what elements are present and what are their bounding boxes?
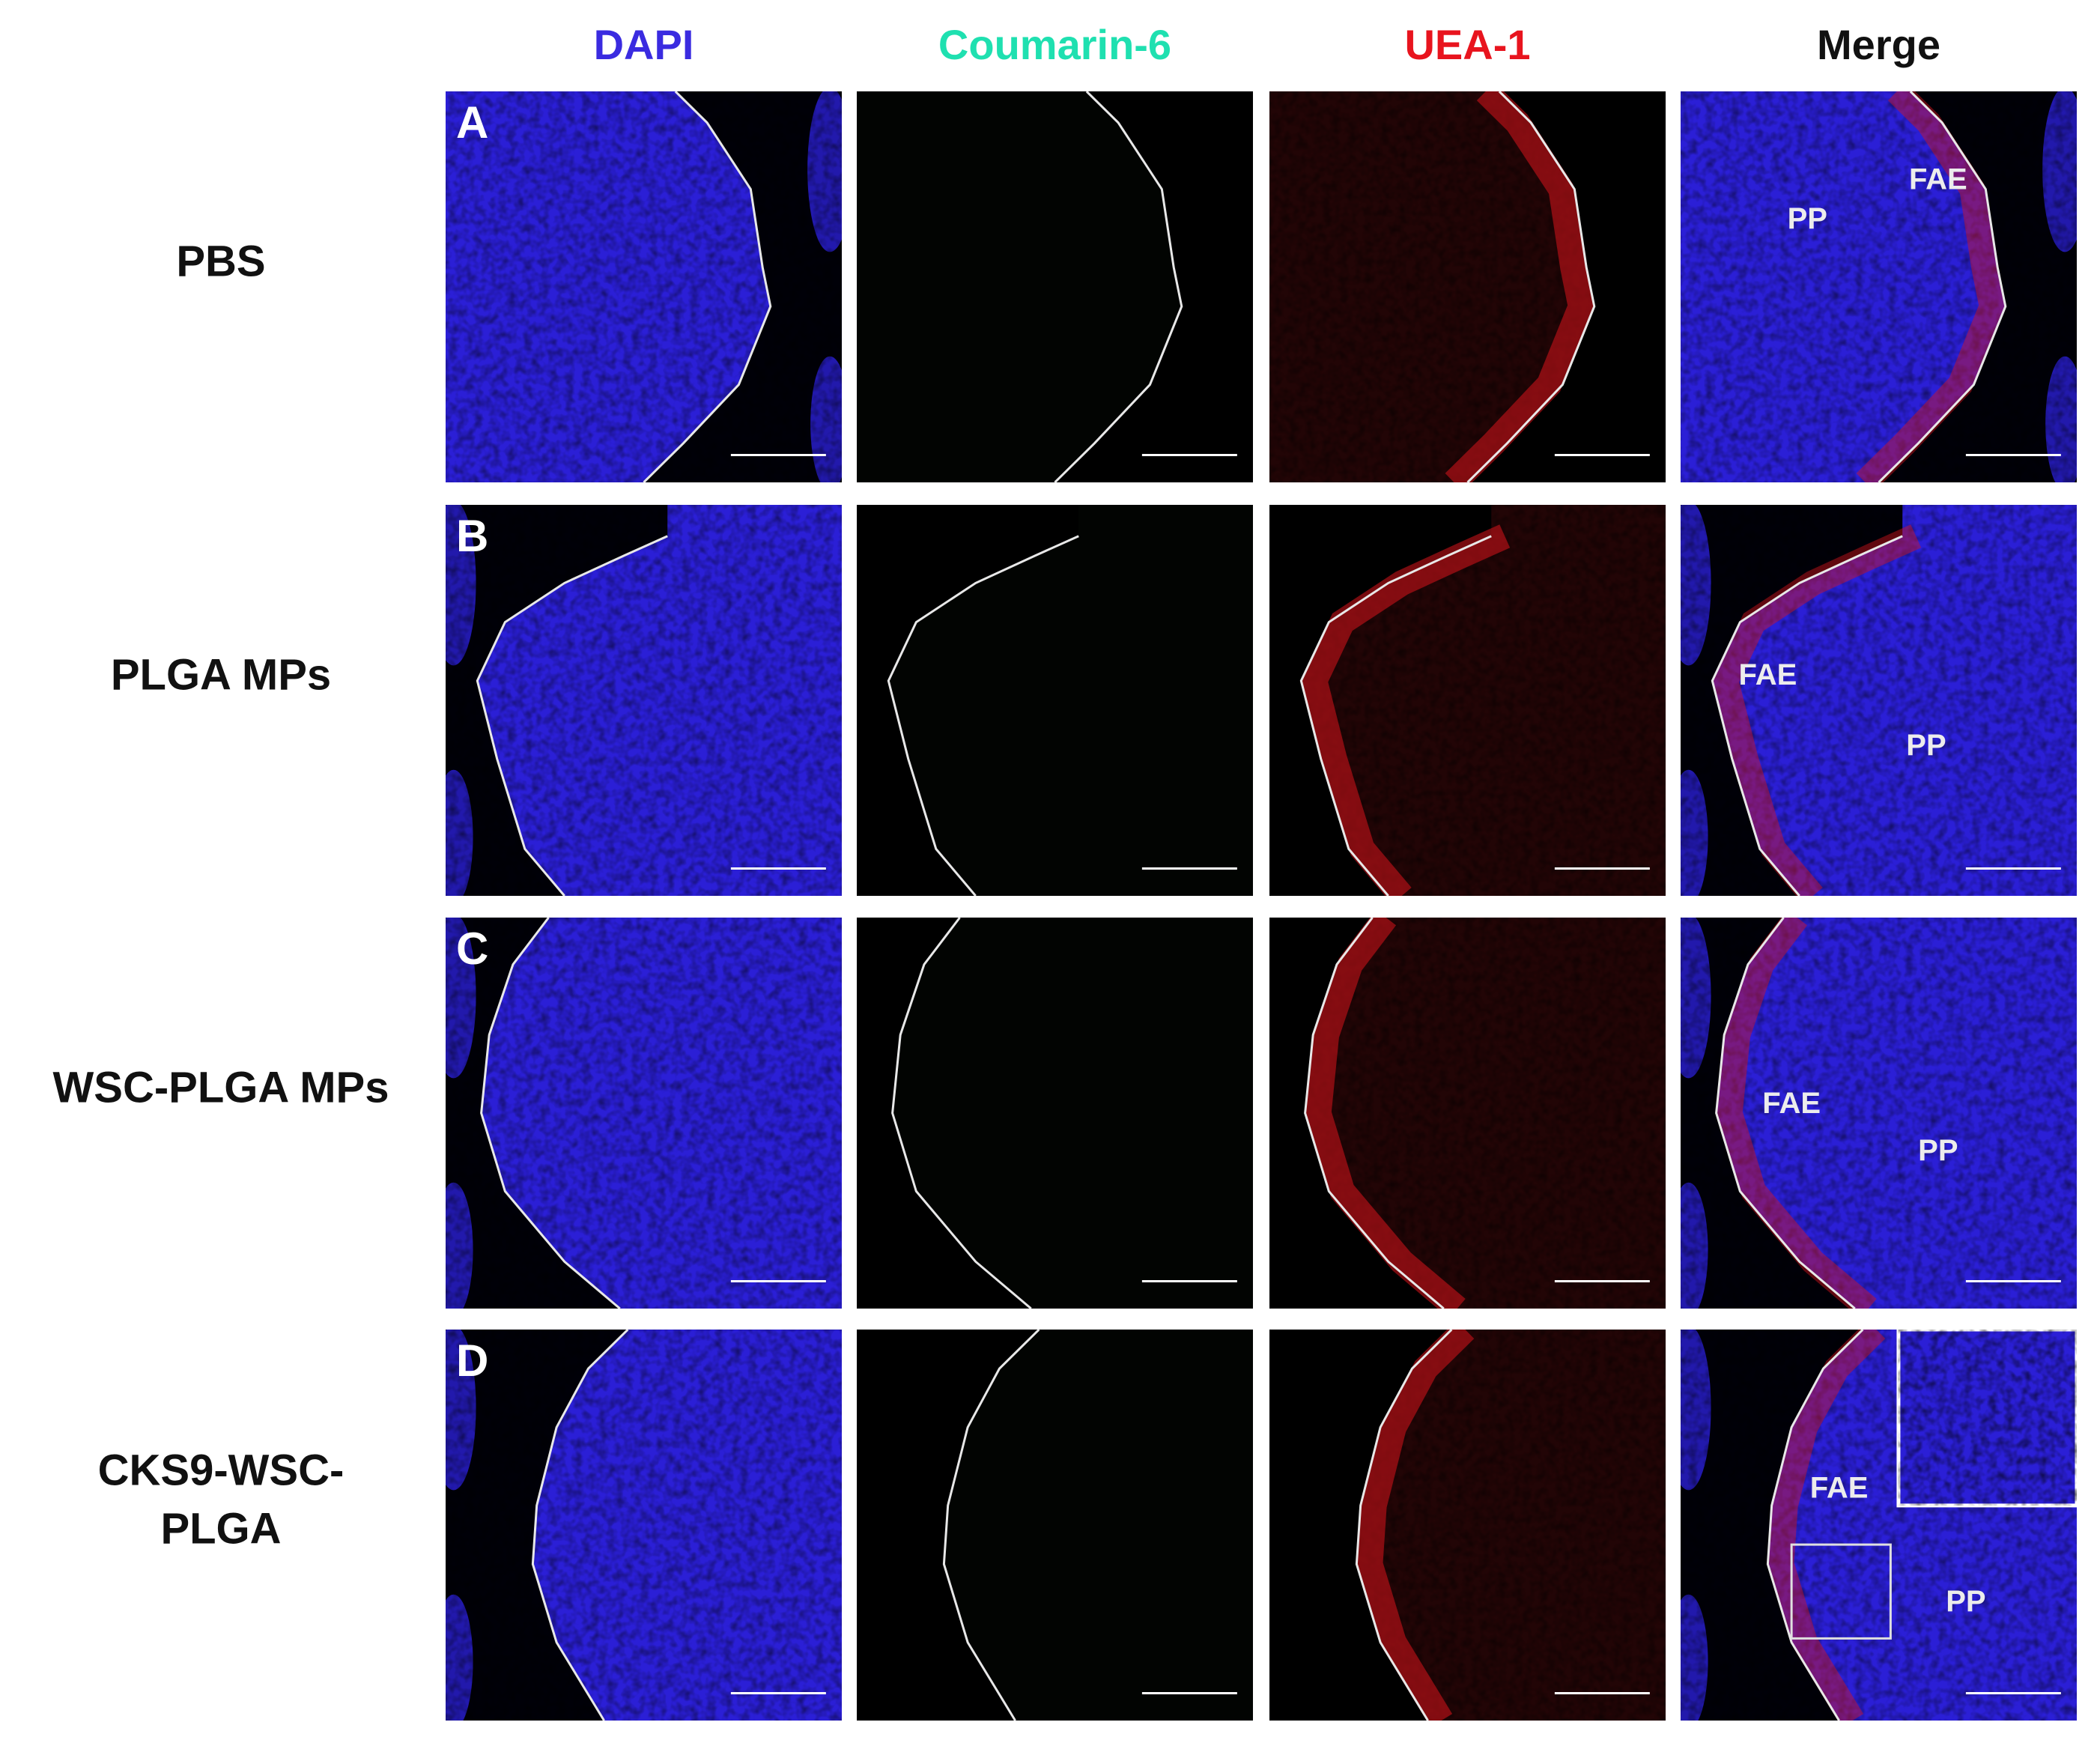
column-header: Coumarin-6 <box>938 21 1171 68</box>
region-label: FAE <box>1738 658 1797 691</box>
boundary <box>1466 91 1596 482</box>
panel-content <box>446 505 842 896</box>
micrograph-panel: C <box>446 918 842 1309</box>
row-label: PLGA <box>160 1504 281 1553</box>
inset-grain <box>1898 1330 2077 1506</box>
panel-content <box>857 1330 1253 1721</box>
panel-content: FAE PP <box>1681 918 2077 1309</box>
panel-content <box>1269 91 1666 482</box>
micrograph-panel <box>857 918 1253 1309</box>
micrograph-panel: D <box>446 1330 842 1721</box>
epithelium-band <box>1445 91 1594 482</box>
micrograph-panel <box>857 505 1253 896</box>
grain <box>446 1330 842 1721</box>
column-header: Merge <box>1817 21 1940 68</box>
row-label: PLGA MPs <box>111 650 331 699</box>
grain <box>1681 505 2077 896</box>
boundary <box>1715 918 1856 1309</box>
grain <box>1681 918 2077 1309</box>
column-header: UEA-1 <box>1404 21 1530 68</box>
epithelium-band <box>1856 91 2006 482</box>
panel-content: FAE PP <box>1681 1330 2077 1721</box>
panel-letter: A <box>456 97 488 148</box>
micrograph-panel <box>857 91 1253 482</box>
epithelium-band <box>1768 1330 1886 1721</box>
boundary <box>480 918 621 1309</box>
epithelium-band <box>1712 524 1922 896</box>
panel-content: FAE PP <box>1681 505 2077 896</box>
boundary <box>891 918 1032 1309</box>
tissue <box>944 1330 1253 1721</box>
panel-letter: D <box>456 1336 488 1386</box>
boundary <box>531 1330 629 1721</box>
column-header: DAPI <box>594 21 694 68</box>
boundary <box>1299 535 1492 896</box>
region-label: PP <box>1906 729 1946 762</box>
micrograph-panel: FAE PP <box>1681 91 2077 482</box>
panel-content <box>1269 505 1666 896</box>
micrograph-panel: A <box>446 91 842 482</box>
panel-content <box>446 918 842 1309</box>
panel-content <box>446 1330 842 1721</box>
epithelium-band <box>1717 918 1877 1309</box>
micrograph-panel: FAE PP <box>1681 918 2077 1309</box>
tissue <box>857 91 1182 482</box>
micrograph-panel <box>1269 1330 1666 1721</box>
panel-letter: C <box>456 924 488 974</box>
region-label: PP <box>1788 202 1827 235</box>
boundary <box>942 1330 1040 1721</box>
tissue <box>892 918 1253 1309</box>
grain <box>1681 91 2077 482</box>
panel-content <box>1269 1330 1666 1721</box>
grain <box>1269 505 1666 896</box>
roi-box <box>1790 1543 1892 1640</box>
panel-content <box>1269 918 1666 1309</box>
micrograph-panel <box>1269 918 1666 1309</box>
epithelium-band <box>1301 524 1511 896</box>
boundary <box>476 535 668 896</box>
region-label: FAE <box>1810 1472 1869 1505</box>
tissue <box>888 505 1253 896</box>
epithelium-band <box>1357 1330 1475 1721</box>
boundary <box>1355 1330 1453 1721</box>
panel-content: FAE PP <box>1681 91 2077 482</box>
panel-content <box>857 918 1253 1309</box>
panel-content <box>857 91 1253 482</box>
panel-content <box>446 91 842 482</box>
row-label: WSC-PLGA MPs <box>53 1063 389 1112</box>
boundary <box>887 535 1079 896</box>
boundary <box>1711 535 1903 896</box>
grain <box>1269 91 1666 482</box>
micrograph-panel <box>857 1330 1253 1721</box>
grain <box>446 918 842 1309</box>
boundary <box>1878 91 2007 482</box>
grain <box>446 505 842 896</box>
region-label: PP <box>1946 1585 1985 1618</box>
boundary <box>1054 91 1183 482</box>
micrograph-panel <box>1269 91 1666 482</box>
boundary <box>1304 918 1445 1309</box>
region-label: FAE <box>1909 163 1967 196</box>
region-label: PP <box>1918 1134 1958 1167</box>
panel-content <box>857 505 1253 896</box>
boundary <box>643 91 772 482</box>
micrograph-panel <box>1269 505 1666 896</box>
micrograph-panel: FAE PP <box>1681 505 2077 896</box>
region-label: FAE <box>1762 1087 1821 1120</box>
grain <box>1269 1330 1666 1721</box>
micrograph-panel: B <box>446 505 842 896</box>
row-label: CKS9-WSC- <box>98 1446 345 1494</box>
row-label: PBS <box>176 237 265 285</box>
grain <box>446 91 842 482</box>
boundary <box>1766 1330 1864 1721</box>
micrograph-panel: FAE PP <box>1681 1330 2077 1721</box>
panel-letter: B <box>456 511 488 561</box>
epithelium-band <box>1305 918 1466 1309</box>
